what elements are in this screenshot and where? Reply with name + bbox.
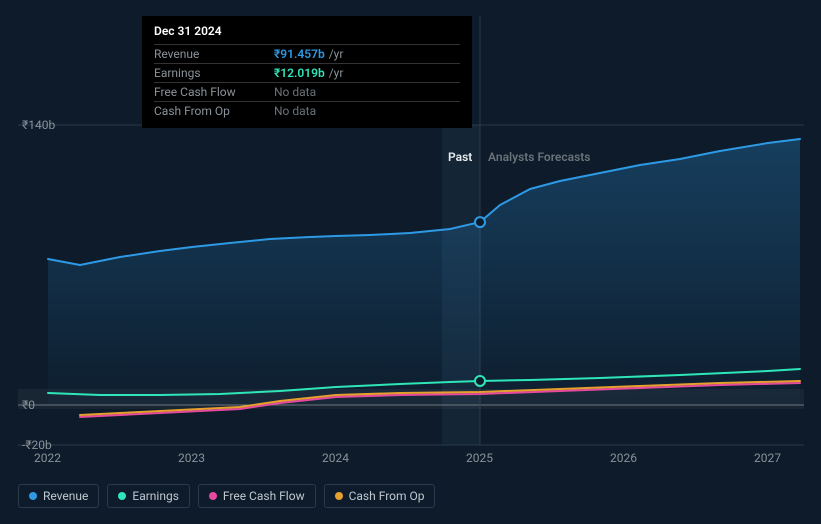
x-axis-label: 2026 [610, 451, 637, 465]
chart-legend: Revenue Earnings Free Cash Flow Cash From O… [18, 484, 435, 508]
tooltip-row-nodata: No data [274, 104, 316, 118]
past-label: Past [448, 150, 472, 164]
tooltip-row: Cash From OpNo data [154, 101, 460, 120]
legend-item-revenue[interactable]: Revenue [18, 484, 99, 508]
legend-item-label: Free Cash Flow [223, 489, 305, 503]
x-axis-label: 2023 [178, 451, 205, 465]
tooltip-row: Earnings₹12.019b/yr [154, 63, 460, 82]
legend-item-label: Earnings [132, 489, 179, 503]
tooltip-row-unit: /yr [329, 66, 344, 80]
tooltip-row-label: Cash From Op [154, 104, 274, 118]
x-axis-label: 2025 [466, 451, 493, 465]
tooltip-row-label: Revenue [154, 47, 274, 61]
chart-container: { "chart": { "type": "area-line", "backg… [0, 0, 821, 524]
tooltip-date: Dec 31 2024 [154, 24, 460, 38]
legend-item-earnings[interactable]: Earnings [107, 484, 190, 508]
legend-dot-icon [209, 492, 217, 500]
x-axis-label: 2022 [34, 451, 61, 465]
legend-dot-icon [335, 492, 343, 500]
legend-item-label: Revenue [43, 489, 88, 503]
tooltip-row: Revenue₹91.457b/yr [154, 44, 460, 63]
y-axis-label: -₹20b [22, 438, 52, 452]
y-axis-label: ₹0 [22, 398, 35, 412]
x-axis-label: 2027 [754, 451, 781, 465]
chart-tooltip: Dec 31 2024 Revenue₹91.457b/yrEarnings₹1… [142, 16, 472, 128]
tooltip-row: Free Cash FlowNo data [154, 82, 460, 101]
forecast-label: Analysts Forecasts [488, 150, 590, 164]
x-axis-label: 2024 [322, 451, 349, 465]
tooltip-row-unit: /yr [329, 47, 344, 61]
tooltip-row-value: ₹12.019b [274, 66, 325, 80]
legend-item-cash-from-op[interactable]: Cash From Op [324, 484, 436, 508]
tooltip-row-value: ₹91.457b [274, 47, 325, 61]
tooltip-row-label: Free Cash Flow [154, 85, 274, 99]
tooltip-row-nodata: No data [274, 85, 316, 99]
y-axis-label: ₹140b [22, 118, 55, 132]
legend-item-free-cash-flow[interactable]: Free Cash Flow [198, 484, 316, 508]
legend-item-label: Cash From Op [349, 489, 425, 503]
legend-dot-icon [118, 492, 126, 500]
tooltip-row-label: Earnings [154, 66, 274, 80]
legend-dot-icon [29, 492, 37, 500]
